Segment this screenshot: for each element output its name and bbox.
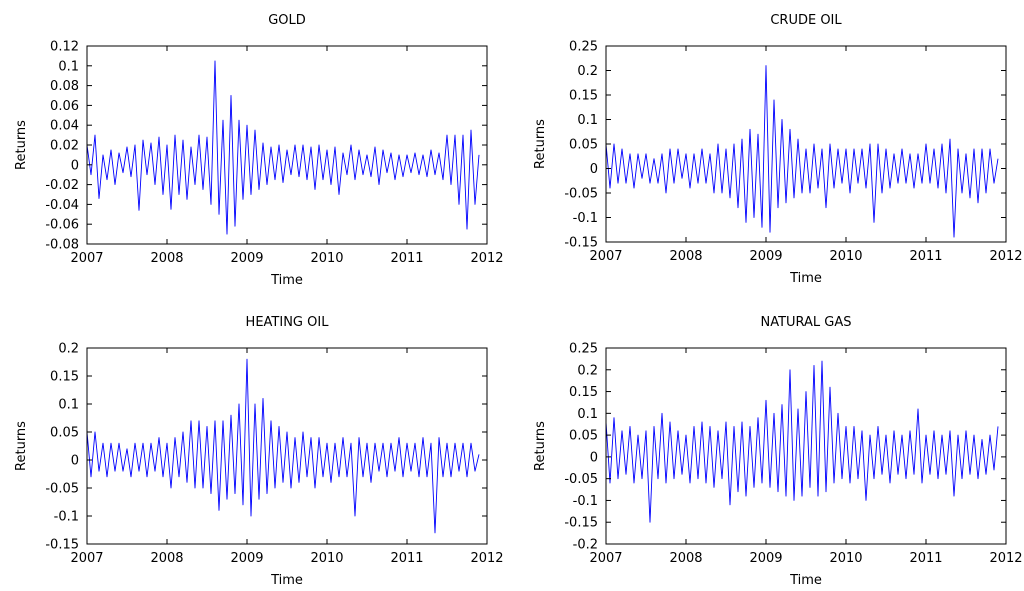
x-tick-label: 2012 — [470, 251, 503, 266]
y-tick-label: -0.06 — [45, 218, 79, 233]
x-axis-label: Time — [789, 573, 822, 588]
chart-panel-gold: GOLD 2007 2008 2009 2010 2011 2012 -0.08 -0.06 -0… — [14, 13, 504, 288]
x-tick-label: 2009 — [749, 249, 782, 264]
x-tick-label: 2010 — [310, 251, 343, 266]
returns-series-line — [605, 360, 999, 523]
y-tick-label: -0.05 — [45, 482, 79, 497]
y-tick-label: 0.15 — [50, 370, 79, 385]
y-tick-label: 0.05 — [569, 138, 598, 153]
y-tick-label: 0 — [590, 162, 598, 177]
x-tick-label: 2012 — [989, 249, 1022, 264]
x-tick-label: 2010 — [829, 249, 862, 264]
x-tick-label: 2012 — [470, 551, 503, 566]
y-tick-label: -0.2 — [573, 538, 598, 553]
x-axis-label: Time — [789, 271, 822, 286]
x-tick-label: 2007 — [589, 249, 622, 264]
y-tick-label: -0.15 — [564, 236, 598, 251]
x-tick-label: 2008 — [669, 249, 702, 264]
chart-title: CRUDE OIL — [770, 13, 842, 28]
y-axis-label: Returns — [533, 119, 548, 169]
y-tick-label: 0.04 — [50, 119, 79, 134]
x-axis-label: Time — [270, 273, 303, 288]
x-tick-label: 2007 — [589, 551, 622, 566]
returns-series-line — [86, 60, 480, 235]
y-tick-label: -0.04 — [45, 198, 79, 213]
chart-title: NATURAL GAS — [760, 315, 851, 330]
y-tick-label: 0 — [71, 158, 79, 173]
y-tick-label: 0.2 — [58, 342, 79, 357]
y-tick-label: 0.02 — [50, 139, 79, 154]
y-tick-label: 0.15 — [569, 385, 598, 400]
y-tick-label: 0.05 — [569, 429, 598, 444]
y-tick-label: 0.25 — [569, 40, 598, 55]
chart-panel-heating-oil: HEATING OIL 2007 2008 2009 2010 2011 2012 -0.15… — [14, 315, 504, 588]
x-tick-label: 2009 — [749, 551, 782, 566]
y-tick-label: 0.06 — [50, 99, 79, 114]
y-axis-label: Returns — [533, 421, 548, 471]
y-axis-label: Returns — [14, 120, 29, 170]
x-tick-label: 2007 — [70, 251, 103, 266]
y-tick-label: 0.1 — [577, 113, 598, 128]
y-tick-label: 0.08 — [50, 79, 79, 94]
x-tick-label: 2008 — [150, 251, 183, 266]
x-tick-label: 2009 — [230, 551, 263, 566]
x-tick-label: 2011 — [390, 551, 423, 566]
y-tick-label: 0.25 — [569, 342, 598, 357]
y-tick-label: 0.1 — [577, 407, 598, 422]
x-tick-label: 2012 — [989, 551, 1022, 566]
x-tick-label: 2011 — [909, 551, 942, 566]
y-tick-label: 0 — [590, 450, 598, 465]
x-tick-label: 2007 — [70, 551, 103, 566]
y-tick-label: 0.05 — [50, 426, 79, 441]
y-tick-label: 0.12 — [50, 40, 79, 55]
returns-series-line — [605, 65, 999, 238]
y-tick-label: 0.2 — [577, 64, 598, 79]
x-tick-label: 2011 — [909, 249, 942, 264]
chart-panel-crude-oil: CRUDE OIL 2007 2008 2009 2010 2011 2012 -0.15 -0… — [533, 13, 1023, 286]
y-tick-label: -0.02 — [45, 178, 79, 193]
y-tick-label: 0.15 — [569, 89, 598, 104]
y-tick-label: 0.1 — [58, 398, 79, 413]
y-tick-label: -0.1 — [573, 494, 598, 509]
x-tick-label: 2008 — [669, 551, 702, 566]
y-tick-label: -0.05 — [564, 472, 598, 487]
x-tick-label: 2011 — [390, 251, 423, 266]
y-tick-label: 0.2 — [577, 363, 598, 378]
y-tick-label: -0.15 — [564, 516, 598, 531]
y-tick-label: 0.1 — [58, 59, 79, 74]
y-axis-label: Returns — [14, 421, 29, 471]
chart-title: GOLD — [268, 13, 306, 28]
x-tick-label: 2010 — [829, 551, 862, 566]
x-tick-label: 2010 — [310, 551, 343, 566]
y-tick-label: -0.1 — [573, 211, 598, 226]
plot-frame — [86, 45, 488, 245]
y-tick-label: -0.08 — [45, 238, 79, 253]
y-tick-label: -0.1 — [54, 510, 79, 525]
chart-title: HEATING OIL — [246, 315, 330, 330]
y-tick-label: -0.15 — [45, 538, 79, 553]
x-tick-label: 2009 — [230, 251, 263, 266]
plot-frame — [605, 347, 1007, 545]
chart-panel-natural-gas: NATURAL GAS 2007 2008 2009 2010 2011 2012 -0.2 -… — [533, 315, 1023, 588]
plot-frame — [86, 347, 488, 545]
x-tick-label: 2008 — [150, 551, 183, 566]
y-tick-label: 0 — [71, 454, 79, 469]
plot-frame — [605, 45, 1007, 243]
x-axis-label: Time — [270, 573, 303, 588]
returns-series-line — [86, 358, 480, 534]
y-tick-label: -0.05 — [564, 187, 598, 202]
